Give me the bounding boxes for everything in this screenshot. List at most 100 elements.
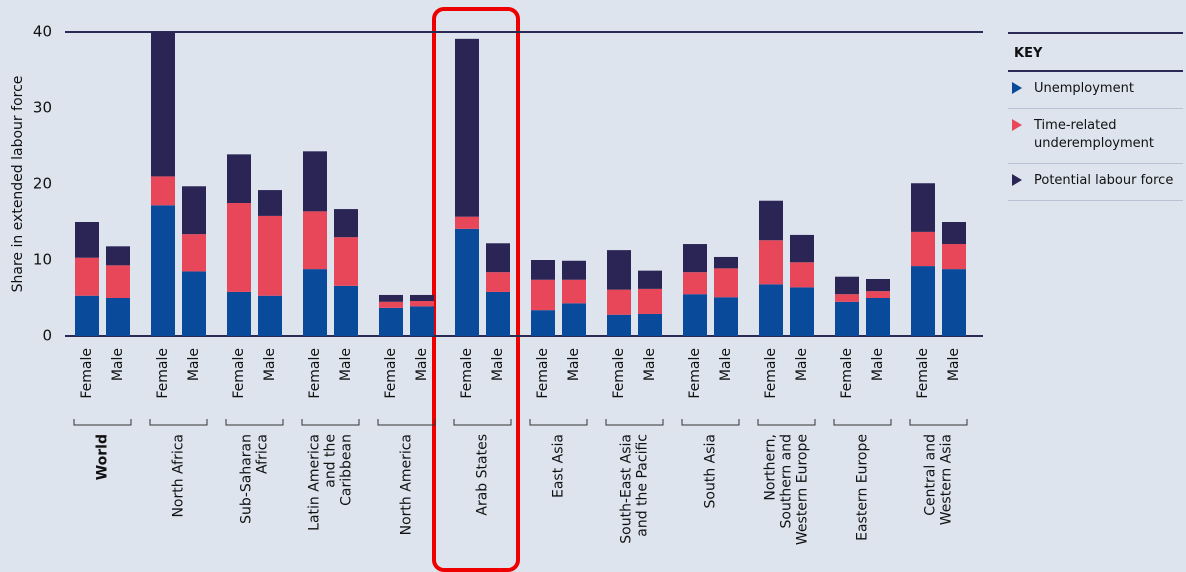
x-tick-label: Female <box>383 348 399 399</box>
x-tick-label: Female <box>535 348 551 399</box>
bar-segment <box>106 265 130 298</box>
group-bracket <box>681 419 740 426</box>
bar-segment <box>334 237 358 286</box>
bar-segment <box>638 288 662 314</box>
bar-segment <box>911 183 935 232</box>
legend-swatch <box>1012 119 1022 131</box>
group-bracket <box>529 419 588 426</box>
x-tick-label: Male <box>490 348 506 381</box>
bar-segment <box>379 301 403 308</box>
bar-segment <box>182 234 206 272</box>
bar-segment <box>75 295 99 336</box>
bar-segment <box>455 38 479 217</box>
group-bracket <box>909 419 968 426</box>
bar-segment <box>790 287 814 336</box>
x-tick-label: Male <box>414 348 430 381</box>
y-tick-label: 40 <box>33 23 52 41</box>
bar-segment <box>258 215 282 296</box>
bar-segment <box>562 303 586 336</box>
bar-segment <box>638 270 662 289</box>
x-tick-label: Female <box>155 348 171 399</box>
bar-segment <box>379 294 403 302</box>
bar-segment <box>759 200 783 241</box>
x-tick-label: Female <box>459 348 475 399</box>
bar-segment <box>455 228 479 336</box>
y-tick-label: 20 <box>33 175 52 193</box>
group-label: Arab States <box>475 434 491 516</box>
group-label: Central and <box>923 434 939 516</box>
bar-segment <box>607 250 631 290</box>
group-label: World <box>95 434 111 480</box>
bar-segment <box>227 291 251 336</box>
bar-segment <box>531 279 555 311</box>
x-tick-label: Female <box>611 348 627 399</box>
bar-segment <box>759 240 783 285</box>
bar-segment <box>334 285 358 336</box>
bar-segment <box>866 298 890 336</box>
bar-segment <box>258 190 282 216</box>
legend-item: Unemployment <box>1008 72 1183 109</box>
group-bracket <box>605 419 664 426</box>
x-tick-label: Male <box>794 348 810 381</box>
bar-segment <box>486 243 510 273</box>
group-bracket <box>73 419 132 426</box>
bar-segment <box>106 298 130 336</box>
legend-label: Potential labour force <box>1034 173 1174 188</box>
bar-segment <box>607 314 631 336</box>
legend-title: KEY <box>1008 32 1183 72</box>
bar-segment <box>379 307 403 336</box>
legend-item: Potential labour force <box>1008 164 1183 201</box>
group-label: and the <box>323 434 339 488</box>
bar-segment <box>562 260 586 280</box>
bar-segment <box>151 32 175 177</box>
bar-segment <box>303 211 327 270</box>
group-label: Caribbean <box>339 434 355 506</box>
bar-segment <box>790 262 814 288</box>
bar-segment <box>683 294 707 336</box>
group-label: Northern, <box>763 434 779 501</box>
bar-segment <box>683 272 707 295</box>
bar-segment <box>410 294 434 302</box>
bar-segment <box>562 279 586 304</box>
bar-segment <box>683 244 707 273</box>
bar-segment <box>151 176 175 206</box>
bar-segment <box>531 260 555 280</box>
bar-segment <box>911 266 935 336</box>
group-label: Western Europe <box>795 434 811 545</box>
legend-swatch <box>1012 82 1022 94</box>
y-tick-label: 30 <box>33 99 52 117</box>
group-label: South Asia <box>703 434 719 508</box>
group-label: North America <box>399 434 415 535</box>
x-tick-label: Male <box>262 348 278 381</box>
bar-segment <box>911 231 935 267</box>
group-bracket <box>225 419 284 426</box>
bar-segment <box>607 289 631 315</box>
y-tick-label: 10 <box>33 251 52 269</box>
group-bracket <box>757 419 816 426</box>
group-label: Southern and <box>779 434 795 528</box>
x-tick-label: Female <box>231 348 247 399</box>
bar-segment <box>227 203 251 292</box>
bar-segment <box>486 291 510 336</box>
legend: KEY Unemployment Time-related underemploy… <box>1008 32 1183 201</box>
x-tick-label: Female <box>79 348 95 399</box>
x-tick-label: Female <box>915 348 931 399</box>
y-axis-label: Share in extended labour force <box>10 76 26 293</box>
legend-label: Time-related underemployment <box>1034 118 1154 151</box>
bar-segment <box>334 209 358 238</box>
bar-segment <box>486 272 510 292</box>
bar-segment <box>942 222 966 245</box>
bar-segment <box>835 301 859 336</box>
bar-segment <box>759 284 783 336</box>
x-tick-label: Male <box>946 348 962 381</box>
group-bracket <box>149 419 208 426</box>
legend-label: Unemployment <box>1034 81 1134 96</box>
x-tick-label: Female <box>763 348 779 399</box>
group-bracket <box>453 419 512 426</box>
group-label: Eastern Europe <box>855 434 871 541</box>
bar-segment <box>182 271 206 336</box>
highlight-box <box>432 7 520 572</box>
bar-segment <box>106 246 130 266</box>
